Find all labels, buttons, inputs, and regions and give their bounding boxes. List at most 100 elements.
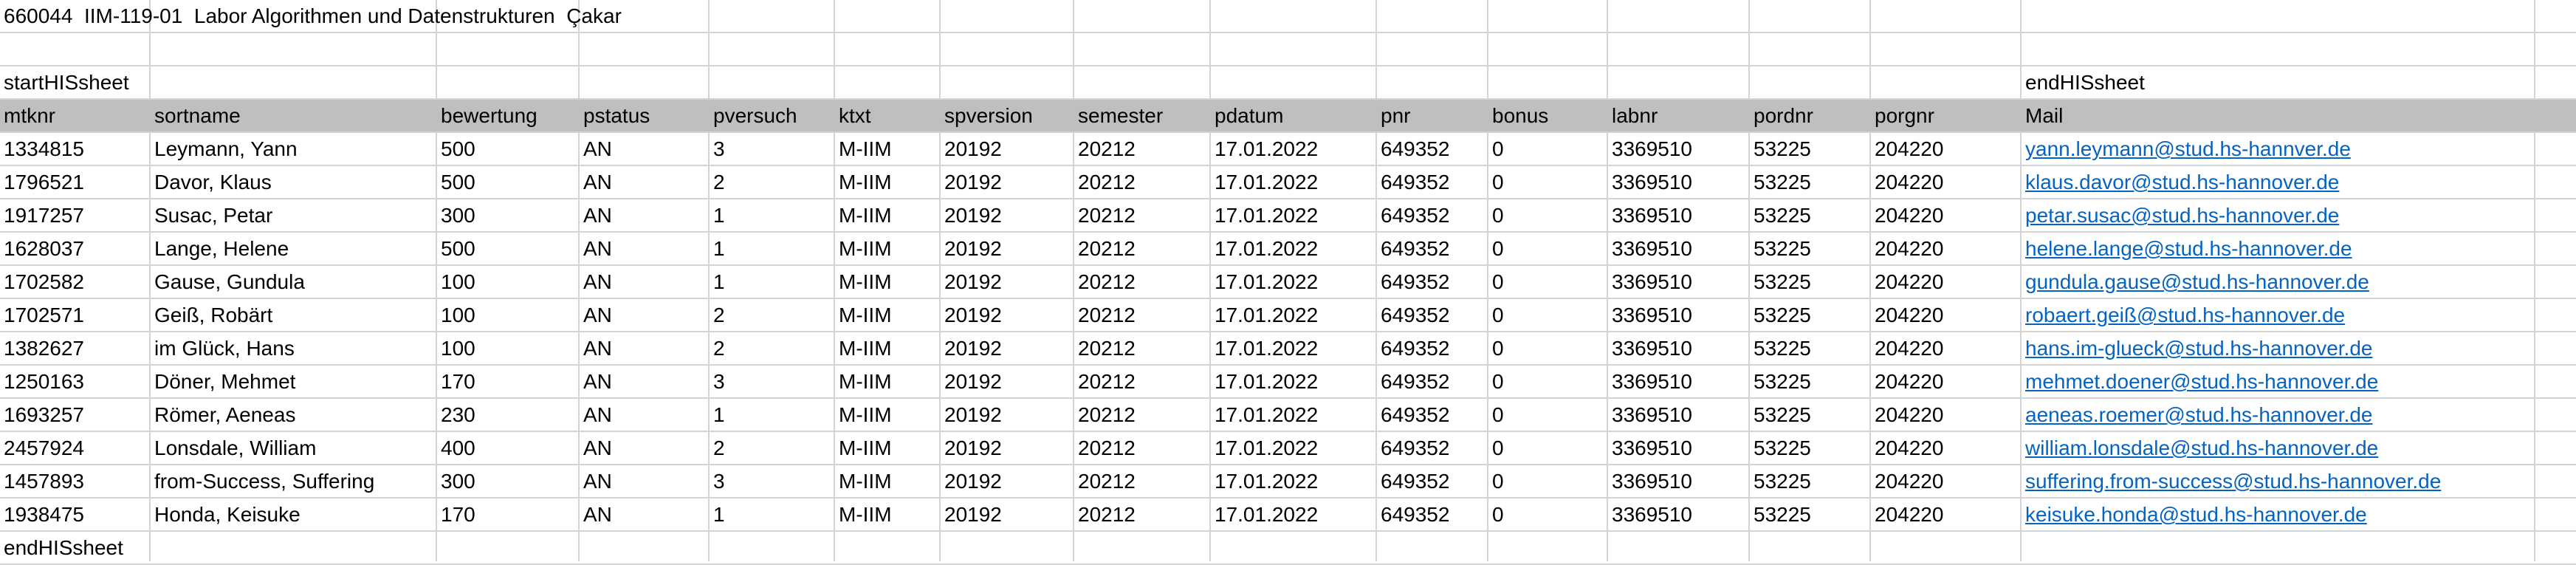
cell-pstatus[interactable]: AN: [583, 370, 612, 393]
cell-spversion[interactable]: 20192: [944, 436, 1002, 459]
cell-pstatus[interactable]: AN: [583, 171, 612, 194]
cell-mtknr[interactable]: 1457893: [4, 470, 85, 493]
cell-bonus[interactable]: 0: [1492, 470, 1504, 493]
cell-ktxt[interactable]: M-IIM: [839, 270, 892, 293]
cell-bonus[interactable]: 0: [1492, 137, 1504, 160]
cell-mtknr[interactable]: 1938475: [4, 503, 85, 526]
cell-mtknr[interactable]: 2457924: [4, 436, 85, 459]
cell-bewertung[interactable]: 230: [441, 403, 475, 426]
cell-pversuch[interactable]: 2: [713, 171, 725, 194]
cell-pordnr[interactable]: 53225: [1754, 204, 1811, 227]
title-cell[interactable]: 660044 IIM-119-01 Labor Algorithmen und …: [0, 0, 622, 32]
cell-spversion[interactable]: 20192: [944, 137, 1002, 160]
column-header-bonus[interactable]: bonus: [1492, 104, 1549, 127]
cell-ktxt[interactable]: M-IIM: [839, 237, 892, 260]
cell-sortname[interactable]: Leymann, Yann: [154, 137, 298, 160]
cell-bonus[interactable]: 0: [1492, 171, 1504, 194]
cell-semester[interactable]: 20212: [1078, 237, 1136, 260]
column-header-pdatum[interactable]: pdatum: [1215, 104, 1284, 127]
cell-bewertung[interactable]: 300: [441, 470, 475, 493]
cell-pstatus[interactable]: AN: [583, 337, 612, 360]
cell-spversion[interactable]: 20192: [944, 237, 1002, 260]
cell-mtknr[interactable]: 1382627: [4, 337, 85, 360]
cell-labnr[interactable]: 3369510: [1612, 304, 1693, 326]
cell-pversuch[interactable]: 3: [713, 470, 725, 493]
cell-mtknr[interactable]: 1702582: [4, 270, 85, 293]
cell-pdatum[interactable]: 17.01.2022: [1215, 370, 1319, 393]
mail-link[interactable]: klaus.davor@stud.hs-hannover.de: [2025, 171, 2340, 194]
cell-pnr[interactable]: 649352: [1381, 171, 1450, 194]
cell-bewertung[interactable]: 500: [441, 137, 475, 160]
cell-porgnr[interactable]: 204220: [1875, 171, 1944, 194]
cell-ktxt[interactable]: M-IIM: [839, 436, 892, 459]
cell-mtknr[interactable]: 1334815: [4, 137, 85, 160]
cell-pnr[interactable]: 649352: [1381, 503, 1450, 526]
cell-mtknr[interactable]: 1250163: [4, 370, 85, 393]
column-header-spversion[interactable]: spversion: [944, 104, 1033, 127]
cell-pordnr[interactable]: 53225: [1754, 436, 1811, 459]
cell-ktxt[interactable]: M-IIM: [839, 403, 892, 426]
mail-link[interactable]: mehmet.doener@stud.hs-hannover.de: [2025, 370, 2379, 393]
cell-pnr[interactable]: 649352: [1381, 237, 1450, 260]
cell-pdatum[interactable]: 17.01.2022: [1215, 436, 1319, 459]
column-header-pversuch[interactable]: pversuch: [713, 104, 797, 127]
cell-bonus[interactable]: 0: [1492, 436, 1504, 459]
cell-ktxt[interactable]: M-IIM: [839, 370, 892, 393]
cell-ktxt[interactable]: M-IIM: [839, 470, 892, 493]
cell-porgnr[interactable]: 204220: [1875, 270, 1944, 293]
cell-pordnr[interactable]: 53225: [1754, 503, 1811, 526]
cell-semester[interactable]: 20212: [1078, 436, 1136, 459]
cell-labnr[interactable]: 3369510: [1612, 403, 1693, 426]
cell-pstatus[interactable]: AN: [583, 470, 612, 493]
cell-labnr[interactable]: 3369510: [1612, 237, 1693, 260]
cell-sortname[interactable]: im Glück, Hans: [154, 337, 295, 360]
column-header-mail[interactable]: Mail: [2025, 104, 2064, 127]
cell-porgnr[interactable]: 204220: [1875, 436, 1944, 459]
cell-pnr[interactable]: 649352: [1381, 403, 1450, 426]
cell-ktxt[interactable]: M-IIM: [839, 204, 892, 227]
mail-link[interactable]: robaert.geiß@stud.hs-hannover.de: [2025, 304, 2346, 326]
cell-labnr[interactable]: 3369510: [1612, 270, 1693, 293]
cell-pdatum[interactable]: 17.01.2022: [1215, 204, 1319, 227]
cell-pnr[interactable]: 649352: [1381, 337, 1450, 360]
cell-sortname[interactable]: Gause, Gundula: [154, 270, 305, 293]
end-marker-bottom-cell[interactable]: endHISsheet: [4, 536, 123, 559]
column-header-porgnr[interactable]: porgnr: [1875, 104, 1934, 127]
cell-labnr[interactable]: 3369510: [1612, 171, 1693, 194]
cell-pnr[interactable]: 649352: [1381, 204, 1450, 227]
cell-bewertung[interactable]: 300: [441, 204, 475, 227]
cell-pordnr[interactable]: 53225: [1754, 403, 1811, 426]
cell-spversion[interactable]: 20192: [944, 304, 1002, 326]
cell-pnr[interactable]: 649352: [1381, 270, 1450, 293]
cell-mtknr[interactable]: 1628037: [4, 237, 85, 260]
cell-bewertung[interactable]: 100: [441, 337, 475, 360]
cell-spversion[interactable]: 20192: [944, 403, 1002, 426]
mail-link[interactable]: keisuke.honda@stud.hs-hannover.de: [2025, 503, 2367, 526]
cell-sortname[interactable]: Römer, Aeneas: [154, 403, 296, 426]
column-header-sortname[interactable]: sortname: [154, 104, 241, 127]
cell-semester[interactable]: 20212: [1078, 204, 1136, 227]
cell-pdatum[interactable]: 17.01.2022: [1215, 270, 1319, 293]
cell-ktxt[interactable]: M-IIM: [839, 171, 892, 194]
cell-porgnr[interactable]: 204220: [1875, 503, 1944, 526]
cell-bewertung[interactable]: 100: [441, 304, 475, 326]
cell-mtknr[interactable]: 1917257: [4, 204, 85, 227]
cell-spversion[interactable]: 20192: [944, 370, 1002, 393]
cell-bewertung[interactable]: 500: [441, 171, 475, 194]
cell-pstatus[interactable]: AN: [583, 204, 612, 227]
column-header-pstatus[interactable]: pstatus: [583, 104, 650, 127]
cell-bonus[interactable]: 0: [1492, 503, 1504, 526]
cell-mtknr[interactable]: 1702571: [4, 304, 85, 326]
cell-pversuch[interactable]: 2: [713, 436, 725, 459]
cell-ktxt[interactable]: M-IIM: [839, 503, 892, 526]
cell-pnr[interactable]: 649352: [1381, 304, 1450, 326]
cell-pstatus[interactable]: AN: [583, 503, 612, 526]
column-header-pordnr[interactable]: pordnr: [1754, 104, 1813, 127]
cell-semester[interactable]: 20212: [1078, 171, 1136, 194]
cell-sortname[interactable]: Lange, Helene: [154, 237, 289, 260]
cell-semester[interactable]: 20212: [1078, 403, 1136, 426]
cell-porgnr[interactable]: 204220: [1875, 403, 1944, 426]
cell-ktxt[interactable]: M-IIM: [839, 337, 892, 360]
column-header-ktxt[interactable]: ktxt: [839, 104, 871, 127]
mail-link[interactable]: yann.leymann@stud.hs-hannver.de: [2025, 137, 2351, 160]
